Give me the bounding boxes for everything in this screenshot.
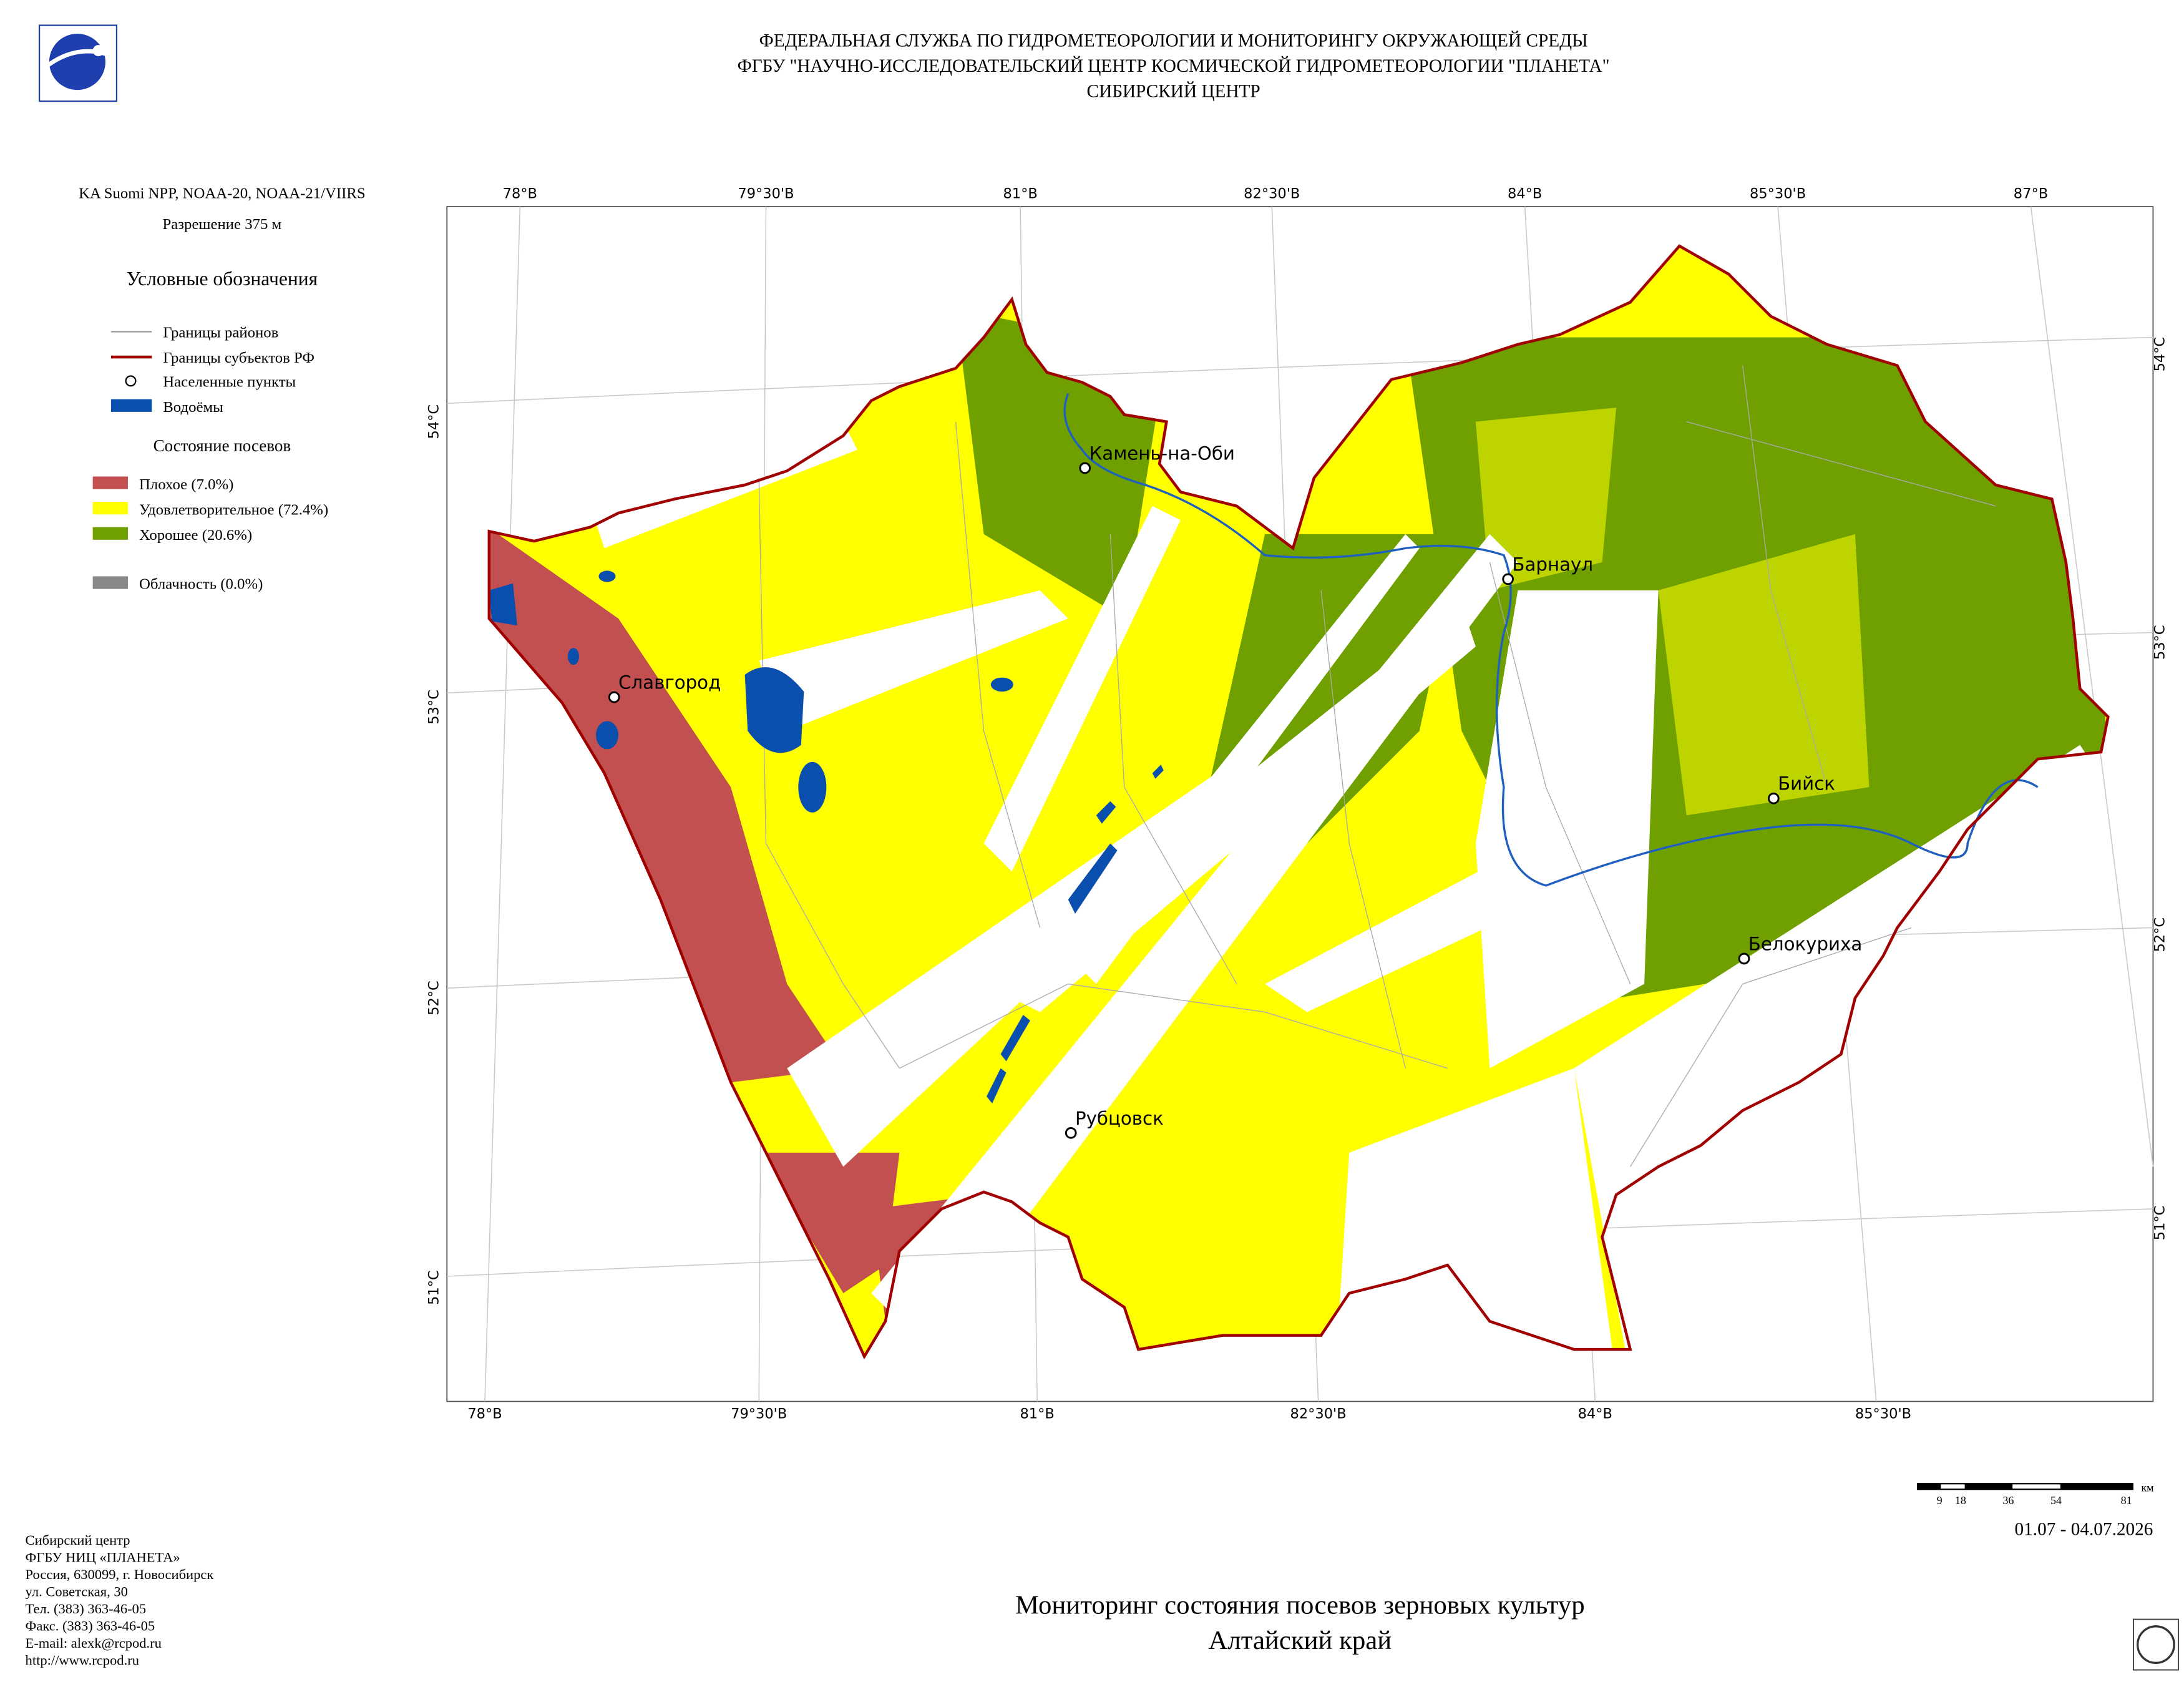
logo	[38, 24, 118, 102]
city-label: Бийск	[1778, 773, 1835, 795]
region-border	[487, 244, 2110, 1360]
top-label: 82°30'В	[1244, 186, 1300, 202]
city-point	[1079, 462, 1091, 474]
right-label: 54°С	[2152, 337, 2168, 372]
swatch-fair	[92, 502, 128, 515]
top-label: 79°30'В	[738, 186, 794, 202]
header-line: ФГБУ "НАУЧНО-ИССЛЕДОВАТЕЛЬСКИЙ ЦЕНТР КОС…	[738, 56, 1610, 76]
top-label: 81°В	[1003, 186, 1037, 202]
bottom-label: 85°30'В	[1855, 1406, 1911, 1422]
crop-label: Хорошее (20.6%)	[139, 527, 252, 544]
title: Мониторинг состояния посевов зерновых ку…	[1015, 1591, 1585, 1655]
water-bodies	[489, 570, 1164, 1103]
left-label: 51°С	[426, 1270, 442, 1305]
legend-label: Границы субъектов РФ	[163, 350, 314, 366]
swatch-cloud	[92, 576, 128, 589]
city-label: Камень-на-Оби	[1089, 443, 1234, 464]
legend-label: Границы районов	[163, 325, 278, 341]
footer-line: Факс. (383) 363-46-05	[26, 1618, 155, 1634]
iso-logo	[2132, 1618, 2179, 1671]
bottom-label: 81°В	[1020, 1406, 1054, 1422]
satellite: KA Suomi NPP, NOAA-20, NOAA-21/VIIRS	[79, 185, 366, 202]
footer-line: ул. Советская, 30	[26, 1584, 128, 1600]
legend-label: Населенные пункты	[163, 373, 296, 390]
city-point	[1738, 952, 1750, 965]
map-labels: 78°В 79°30'В 81°В 82°30'В 84°В 85°30'В 87°В 78°…	[426, 186, 2168, 1422]
title-line: Алтайский край	[1208, 1626, 1392, 1655]
crop-label: Плохое (7.0%)	[139, 476, 233, 493]
bottom-label: 84°В	[1578, 1406, 1612, 1422]
top-label: 85°30'В	[1750, 186, 1806, 202]
scale-tick: 36	[2002, 1494, 2014, 1507]
top-label: 84°В	[1508, 186, 1542, 202]
footer-line: Сибирский центр	[26, 1532, 130, 1548]
header-line: ФЕДЕРАЛЬНАЯ СЛУЖБА ПО ГИДРОМЕТЕОРОЛОГИИ …	[759, 31, 1588, 51]
footer-line: E-mail: alexk@rcpod.ru	[26, 1635, 162, 1651]
footer-line: ФГБУ НИЦ «ПЛАНЕТА»	[26, 1550, 180, 1565]
bottom-label: 79°30'В	[731, 1406, 787, 1422]
crops-title: Состояние посевов	[154, 436, 291, 455]
city-label: Славгород	[618, 672, 721, 693]
resolution: Разрешение 375 м	[163, 216, 282, 233]
city-point	[608, 691, 620, 703]
sidebar: KA Suomi NPP, NOAA-20, NOAA-21/VIIRS Раз…	[79, 185, 366, 593]
footer-line: Россия, 630099, г. Новосибирск	[26, 1567, 214, 1582]
scale-labels: 9 18 36 54 81 км	[1937, 1482, 2154, 1507]
legend-cloud: Облачность (0.0%)	[139, 576, 263, 593]
top-label: 87°В	[2014, 186, 2048, 202]
legend-water	[110, 399, 152, 412]
scale-tick: 9	[1937, 1494, 1943, 1507]
legend: Границы районов Границы субъектов РФ Насел…	[139, 325, 328, 544]
river	[1063, 393, 2039, 887]
map: 78°В 79°30'В 81°В 82°30'В 84°В 85°30'В 87°В 78°…	[426, 186, 2168, 1422]
footer-line: http://www.rcpod.ru	[26, 1653, 139, 1668]
right-label: 52°С	[2152, 917, 2168, 952]
footer-line: Тел. (383) 363-46-05	[26, 1601, 147, 1616]
scale-tick: 81	[2121, 1494, 2132, 1507]
legend-title: Условные обозначения	[127, 268, 318, 290]
right-label: 51°С	[2152, 1206, 2168, 1241]
scale-unit: км	[2141, 1482, 2153, 1494]
scale-bar	[1917, 1483, 2133, 1490]
scale-tick: 18	[1955, 1494, 1966, 1507]
legend-city	[125, 375, 137, 387]
cities: Камень-на-Оби Барнаул Славгород Бийск Белоку…	[608, 443, 1863, 1139]
bottom-label: 78°В	[467, 1406, 502, 1422]
city-label: Белокуриха	[1748, 933, 1863, 954]
right-label: 53°С	[2152, 625, 2168, 660]
crop-label: Удовлетворительное (72.4%)	[139, 501, 328, 518]
date: 01.07 - 04.07.2026	[2015, 1519, 2153, 1539]
footer: Сибирский центр ФГБУ НИЦ «ПЛАНЕТА» Россия,…	[26, 1532, 214, 1668]
city-point	[1065, 1127, 1077, 1139]
left-label: 53°С	[426, 690, 442, 725]
legend-label: Водоёмы	[163, 399, 223, 416]
left-label: 54°С	[426, 404, 442, 439]
city-label: Рубцовск	[1075, 1108, 1164, 1129]
district-borders	[758, 365, 1996, 1167]
swatch-bad	[92, 476, 128, 489]
title-line: Мониторинг состояния посевов зерновых ку…	[1015, 1591, 1585, 1620]
header: ФЕДЕРАЛЬНАЯ СЛУЖБА ПО ГИДРОМЕТЕОРОЛОГИИ …	[738, 31, 1610, 101]
city-label: Барнаул	[1512, 554, 1593, 575]
scale-tick: 54	[2050, 1494, 2062, 1507]
left-label: 52°С	[426, 980, 442, 1015]
city-point	[1502, 573, 1514, 585]
header-line: СИБИРСКИЙ ЦЕНТР	[1087, 81, 1260, 101]
bottom-label: 82°30'В	[1290, 1406, 1347, 1422]
city-point	[1767, 792, 1780, 804]
swatch-good	[92, 527, 128, 540]
top-label: 78°В	[503, 186, 537, 202]
